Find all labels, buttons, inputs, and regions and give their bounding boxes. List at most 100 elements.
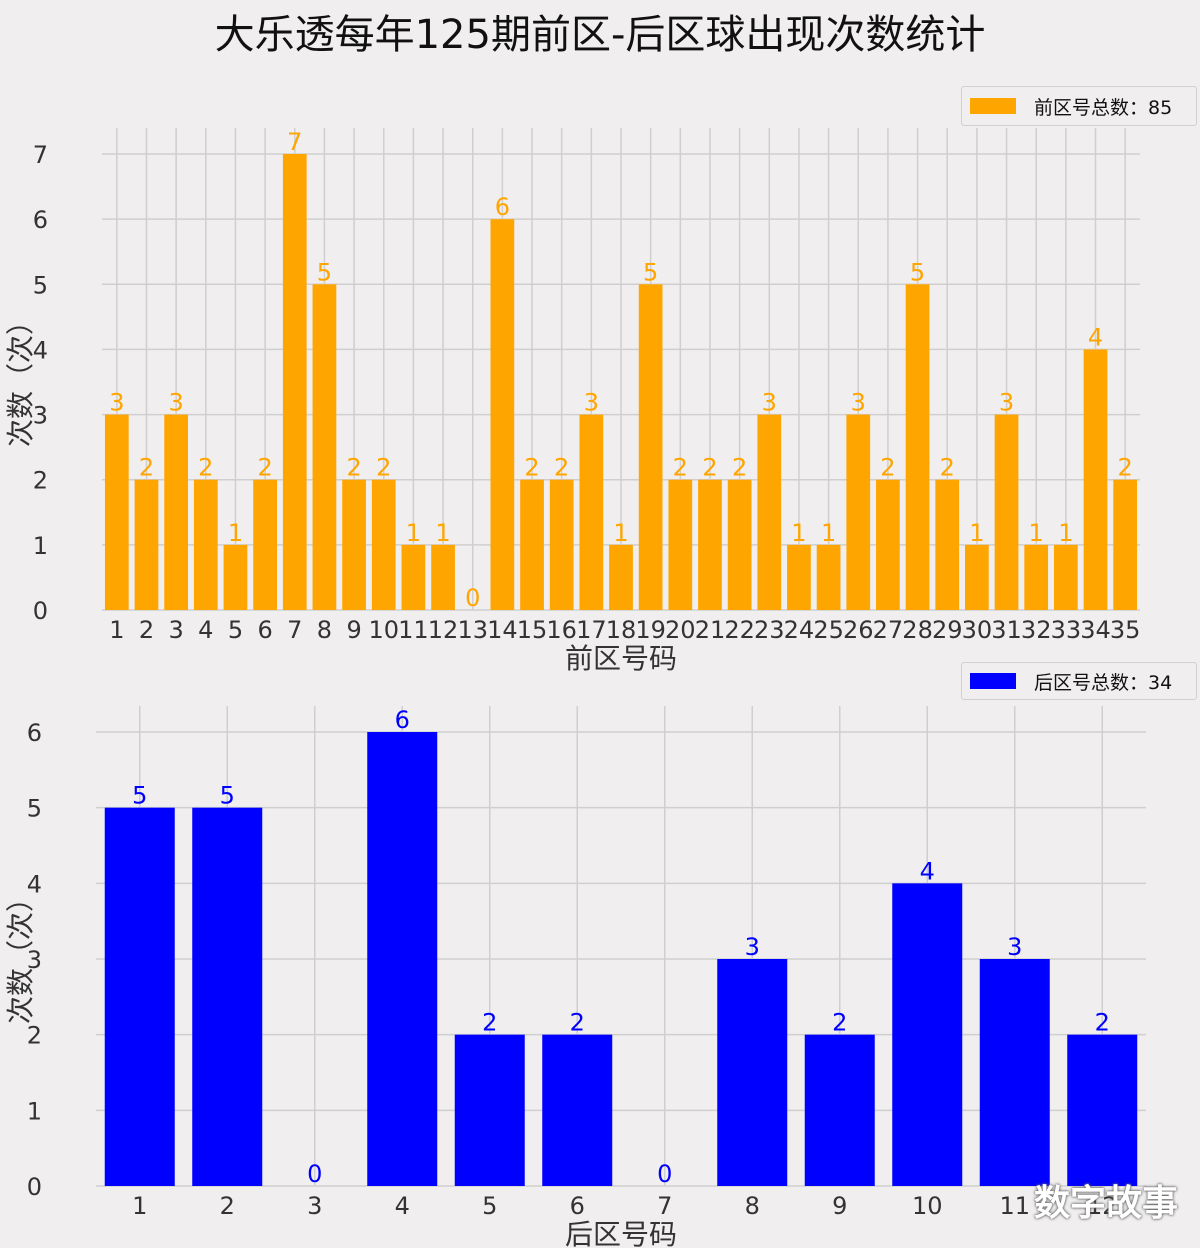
data-label: 4 bbox=[920, 857, 935, 885]
data-label: 2 bbox=[1118, 454, 1133, 482]
x-tick-label: 31 bbox=[991, 616, 1022, 644]
x-tick-label: 13 bbox=[457, 616, 488, 644]
legend-back-label: 后区号总数：34 bbox=[1034, 671, 1173, 694]
data-label: 3 bbox=[169, 389, 184, 417]
y-tick-label: 4 bbox=[33, 336, 48, 364]
x-tick-label: 24 bbox=[784, 616, 815, 644]
x-axis-label: 后区号码 bbox=[565, 1218, 677, 1248]
x-tick-label: 34 bbox=[1080, 616, 1111, 644]
y-tick-label: 2 bbox=[33, 467, 48, 495]
x-tick-label: 14 bbox=[487, 616, 518, 644]
y-tick-label: 2 bbox=[27, 1022, 42, 1050]
x-tick-label: 3 bbox=[307, 1192, 322, 1220]
data-label: 3 bbox=[109, 389, 124, 417]
data-label: 2 bbox=[139, 454, 154, 482]
bar bbox=[668, 479, 693, 610]
x-tick-label: 1 bbox=[109, 616, 124, 644]
bar bbox=[892, 883, 963, 1186]
y-tick-label: 3 bbox=[27, 946, 42, 974]
y-tick-label: 4 bbox=[27, 870, 42, 898]
bar bbox=[367, 732, 438, 1186]
data-label: 3 bbox=[851, 389, 866, 417]
y-tick-label: 6 bbox=[27, 719, 42, 747]
bar bbox=[1067, 1034, 1138, 1186]
bar bbox=[846, 414, 871, 610]
bar bbox=[371, 479, 396, 610]
x-tick-label: 7 bbox=[287, 616, 302, 644]
data-label: 6 bbox=[395, 706, 410, 734]
data-label: 1 bbox=[821, 519, 836, 547]
x-tick-label: 33 bbox=[1051, 616, 1082, 644]
bar bbox=[965, 544, 989, 610]
x-tick-label: 18 bbox=[606, 616, 637, 644]
bar bbox=[935, 479, 960, 610]
bar bbox=[579, 414, 604, 610]
y-tick-label: 7 bbox=[33, 141, 48, 169]
x-tick-label: 23 bbox=[754, 616, 785, 644]
x-tick-label: 12 bbox=[428, 616, 459, 644]
bar bbox=[1053, 544, 1078, 610]
data-label: 5 bbox=[132, 782, 147, 810]
bar bbox=[994, 414, 1019, 610]
bar bbox=[193, 479, 218, 610]
bar bbox=[490, 219, 515, 610]
data-label: 1 bbox=[1029, 519, 1044, 547]
data-label: 5 bbox=[643, 258, 658, 286]
data-label: 2 bbox=[673, 454, 688, 482]
bar bbox=[253, 479, 277, 610]
data-label: 2 bbox=[570, 1009, 585, 1037]
y-tick-label: 5 bbox=[27, 795, 42, 823]
x-tick-label: 35 bbox=[1110, 616, 1141, 644]
bar bbox=[312, 284, 337, 610]
bar bbox=[727, 479, 752, 610]
x-tick-label: 15 bbox=[517, 616, 548, 644]
y-tick-label: 0 bbox=[27, 1173, 42, 1201]
x-tick-label: 3 bbox=[169, 616, 184, 644]
bar bbox=[192, 807, 263, 1186]
bar bbox=[164, 414, 189, 610]
x-tick-label: 5 bbox=[228, 616, 243, 644]
data-label: 2 bbox=[554, 454, 569, 482]
y-tick-label: 3 bbox=[33, 402, 48, 430]
y-tick-label: 0 bbox=[33, 597, 48, 625]
x-axis-label: 前区号码 bbox=[565, 642, 677, 675]
data-label: 5 bbox=[910, 258, 925, 286]
y-tick-label: 6 bbox=[33, 206, 48, 234]
x-tick-label: 7 bbox=[657, 1192, 672, 1220]
data-label: 0 bbox=[307, 1160, 322, 1188]
x-tick-label: 27 bbox=[873, 616, 904, 644]
x-tick-label: 25 bbox=[813, 616, 844, 644]
x-tick-label: 4 bbox=[395, 1192, 410, 1220]
data-label: 1 bbox=[228, 519, 243, 547]
x-tick-label: 16 bbox=[546, 616, 577, 644]
bar bbox=[549, 479, 574, 610]
x-tick-label: 2 bbox=[139, 616, 154, 644]
watermark: 数字故事 bbox=[1033, 1183, 1178, 1224]
bar bbox=[223, 544, 248, 610]
data-label: 1 bbox=[1058, 519, 1073, 547]
data-label: 6 bbox=[495, 193, 510, 221]
data-label: 2 bbox=[257, 454, 272, 482]
x-tick-label: 26 bbox=[843, 616, 874, 644]
x-tick-label: 10 bbox=[368, 616, 399, 644]
chart-title: 大乐透每年125期前区-后区球出现次数统计 bbox=[214, 12, 986, 58]
x-tick-label: 8 bbox=[745, 1192, 760, 1220]
data-label: 1 bbox=[406, 519, 421, 547]
bar bbox=[609, 544, 633, 610]
legend-back: 后区号总数：34 bbox=[961, 662, 1197, 700]
bar bbox=[431, 544, 455, 610]
x-tick-label: 29 bbox=[932, 616, 963, 644]
x-tick-label: 8 bbox=[317, 616, 332, 644]
x-tick-label: 6 bbox=[257, 616, 272, 644]
x-tick-label: 17 bbox=[576, 616, 607, 644]
bar bbox=[104, 414, 129, 610]
data-label: 7 bbox=[287, 128, 302, 156]
y-tick-label: 1 bbox=[33, 532, 48, 560]
data-label: 3 bbox=[745, 933, 760, 961]
legend-front-label: 前区号总数：85 bbox=[1034, 96, 1173, 119]
y-axis-label: 次数（次） bbox=[4, 884, 37, 1024]
bar bbox=[717, 959, 788, 1186]
data-label: 2 bbox=[346, 454, 361, 482]
x-tick-label: 2 bbox=[220, 1192, 235, 1220]
